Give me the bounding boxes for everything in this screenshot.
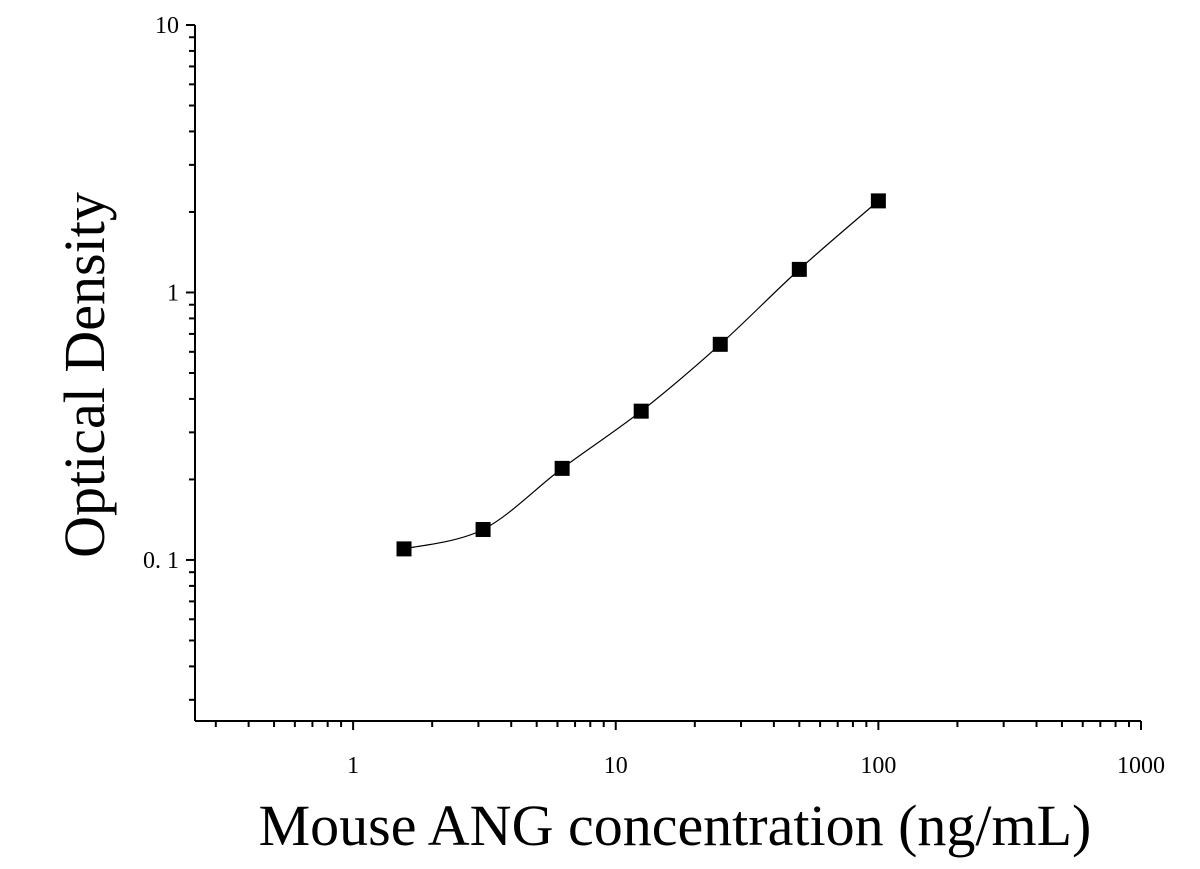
x-tick-label: 1000: [1117, 753, 1165, 779]
data-point: [633, 403, 649, 419]
y-axis-ticks: 0. 1 1 10: [143, 13, 195, 701]
y-axis-title: Optical Density: [52, 192, 117, 558]
x-axis-title: Mouse ANG concentration (ng/mL): [259, 793, 1092, 858]
data-point: [712, 336, 728, 352]
data-point: [870, 193, 886, 209]
data-point: [396, 541, 412, 557]
y-tick-label: 10: [155, 13, 179, 39]
y-tick-label: 0. 1: [143, 548, 179, 574]
x-axis-ticks: 1 10 100 1000: [214, 721, 1165, 779]
y-tick-label: 1: [167, 280, 179, 306]
x-tick-label: 1: [347, 753, 359, 779]
data-points: [396, 193, 886, 557]
x-tick-label: 10: [604, 753, 628, 779]
data-point: [554, 460, 570, 476]
x-tick-label: 100: [860, 753, 896, 779]
data-point: [791, 261, 807, 277]
fit-curve: [403, 200, 879, 550]
data-point: [475, 521, 491, 537]
axes: [194, 25, 1141, 722]
